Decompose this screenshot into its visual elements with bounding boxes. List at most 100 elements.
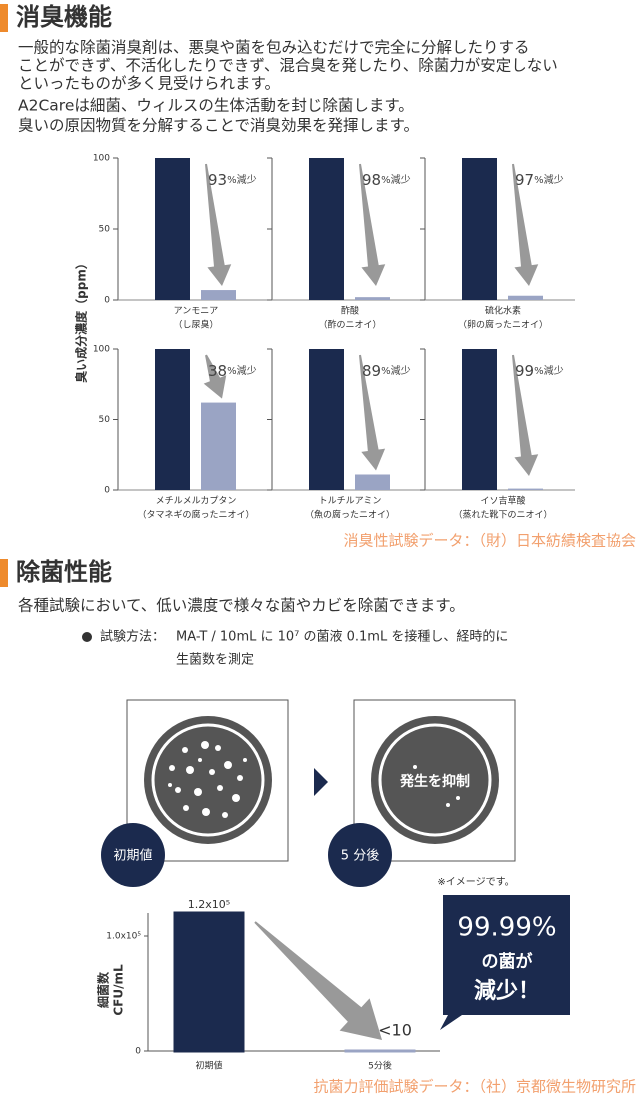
paragraph-line: 臭いの原因物質を分解することで消臭効果を発揮します。	[18, 117, 419, 135]
bar	[201, 290, 236, 300]
callout-text: 99.99%	[457, 913, 556, 943]
decor-arrow	[512, 163, 539, 286]
decor-arrow	[359, 163, 386, 286]
decor-arrow	[359, 354, 386, 471]
colony	[446, 803, 450, 807]
bullet	[82, 632, 92, 642]
bar	[309, 158, 344, 300]
annotation-number: 89	[362, 362, 381, 380]
chart-subtitle: （タマネギの腐ったニオイ）	[137, 509, 254, 521]
description: 各種試験において、低い濃度で様々な菌やカビを除菌できます。	[18, 597, 465, 615]
callout	[440, 895, 570, 1030]
annotation-number: 99	[515, 362, 534, 380]
annotation: 93%減少	[208, 171, 257, 189]
title-bar	[0, 559, 8, 587]
colonies	[168, 741, 247, 818]
decor-arrow	[205, 163, 232, 286]
annotation: 38%減少	[208, 362, 257, 380]
annotation-number: 98	[362, 171, 381, 189]
annotation: 89%減少	[362, 362, 411, 380]
badge-label: 5 分後	[341, 849, 379, 864]
annotation-number: 97	[515, 171, 534, 189]
annotation-unit: %減少	[534, 173, 564, 186]
chart-title: メチルメルカプタン	[156, 496, 237, 507]
note: ※イメージです。	[437, 876, 514, 888]
chart-subtitle: （蒸れた靴下のニオイ）	[453, 509, 552, 521]
dish-rim	[151, 723, 265, 837]
paragraph-line: といったものが多く見受けられます。	[18, 75, 280, 93]
bar	[355, 297, 390, 300]
bar	[462, 349, 497, 490]
paragraph-line: A2Careは細菌、ウィルスの生体活動を封じ除菌します。	[18, 97, 414, 115]
chart-title: 酢酸	[341, 305, 359, 317]
chart-subtitle: （魚の腐ったニオイ）	[305, 509, 395, 521]
chart-title: イソ吉草酸	[480, 495, 525, 507]
colony	[456, 796, 460, 800]
arrow	[314, 768, 328, 796]
method-label: 試験方法：	[100, 629, 165, 645]
method-line: MA-T / 10mL に 10⁷ の菌液 0.1mL を接種し、経時的に	[176, 629, 508, 645]
chart-subtitle: （し尿臭）	[173, 319, 218, 331]
bar	[462, 158, 497, 300]
value-label: 1.2x10⁵	[188, 898, 230, 911]
decor-arrow	[254, 921, 382, 1040]
dish-rim	[378, 723, 492, 837]
annotation-unit: %減少	[381, 173, 411, 186]
annotation: 97%減少	[515, 171, 564, 189]
bar	[155, 158, 190, 300]
annotation: 98%減少	[362, 171, 411, 189]
colony	[413, 765, 417, 769]
y-tick-label: 50	[99, 225, 111, 235]
section-title: 除菌性能	[16, 558, 112, 586]
annotation-number: 38	[208, 362, 227, 380]
chart-subtitle: （酢のニオイ）	[318, 319, 381, 331]
bar	[508, 488, 543, 490]
y-tick-label: 100	[93, 345, 110, 355]
paragraph-line: ことができず、不活化したりできず、混合臭を発したり、除菌力が安定しない	[18, 57, 558, 75]
annotation-unit: %減少	[381, 364, 411, 377]
decor-arrow	[203, 354, 227, 399]
decor-arrow	[512, 354, 539, 476]
chart-subtitle: （卵の腐ったニオイ）	[458, 319, 548, 331]
bar	[173, 911, 245, 1053]
dish	[144, 716, 272, 844]
y-tick-label: 0	[104, 296, 110, 306]
badge	[101, 823, 165, 887]
title-bar	[0, 4, 8, 32]
badge-label: 初期値	[113, 848, 152, 864]
callout-text: 減少！	[474, 979, 540, 1004]
callout-text: の菌が	[482, 951, 533, 972]
dish-text: 発生を抑制	[399, 773, 470, 790]
annotation-number: 93	[208, 171, 227, 189]
source: 消臭性試験データ：（財）日本紡績検査協会	[343, 532, 636, 550]
annotation: 99%減少	[515, 362, 564, 380]
bar	[355, 474, 390, 490]
bar	[155, 349, 190, 490]
source: 抗菌力評価試験データ：（社）京都微生物研究所	[313, 1078, 636, 1096]
section-title: 消臭機能	[16, 3, 112, 31]
y-axis-label: CFU/mL	[112, 964, 126, 1016]
chart-title: トルチルアミン	[319, 496, 382, 507]
bar	[508, 295, 543, 300]
paragraph-line: 一般的な除菌消臭剤は、悪臭や菌を包み込むだけで完全に分解したりする	[18, 39, 530, 57]
y-tick-label: 0	[104, 486, 110, 496]
annotation-unit: %減少	[227, 173, 257, 186]
bar	[201, 402, 236, 490]
chart-title: アンモニア	[174, 307, 219, 317]
method-line: 生菌数を測定	[176, 653, 254, 668]
x-tick-label: 初期値	[195, 1060, 222, 1072]
chart-title: 硫化水素	[485, 305, 521, 317]
x-tick-label: 5分後	[368, 1060, 392, 1072]
y-tick-label: 50	[99, 415, 111, 425]
badge	[328, 823, 392, 887]
y-tick-label: 1.0x10⁵	[106, 932, 141, 942]
y-tick-label: 0	[135, 1047, 141, 1057]
y-axis-label: 臭い成分濃度（ppm）	[74, 257, 89, 383]
annotation-unit: %減少	[227, 364, 257, 377]
bar	[309, 349, 344, 490]
y-tick-label: 100	[93, 154, 110, 164]
dish	[371, 716, 499, 844]
value-label: <10	[378, 1021, 412, 1040]
annotation-unit: %減少	[534, 364, 564, 377]
